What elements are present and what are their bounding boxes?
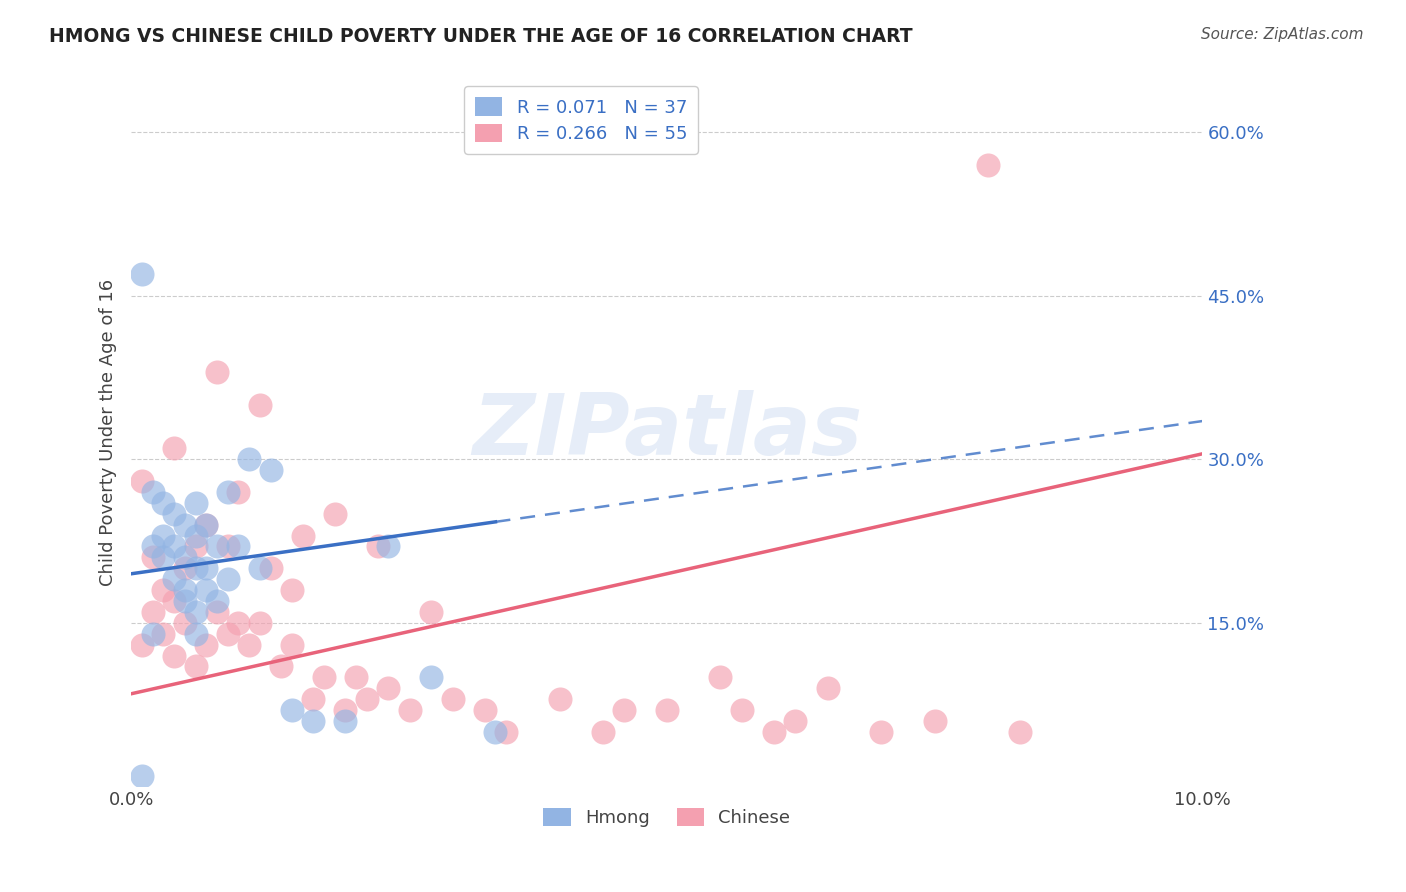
- Point: [142, 626, 165, 640]
- Point: [195, 517, 218, 532]
- Point: [367, 540, 389, 554]
- Point: [195, 583, 218, 598]
- Point: [152, 583, 174, 598]
- Point: [217, 540, 239, 554]
- Point: [205, 365, 228, 379]
- Point: [131, 474, 153, 488]
- Point: [420, 670, 443, 684]
- Point: [217, 485, 239, 500]
- Point: [184, 605, 207, 619]
- Point: [163, 594, 186, 608]
- Point: [152, 528, 174, 542]
- Point: [377, 540, 399, 554]
- Point: [291, 528, 314, 542]
- Point: [173, 594, 195, 608]
- Point: [281, 638, 304, 652]
- Point: [1010, 725, 1032, 739]
- Point: [205, 605, 228, 619]
- Point: [184, 561, 207, 575]
- Point: [173, 615, 195, 630]
- Point: [312, 670, 335, 684]
- Point: [195, 638, 218, 652]
- Point: [302, 692, 325, 706]
- Point: [323, 507, 346, 521]
- Point: [184, 540, 207, 554]
- Point: [613, 703, 636, 717]
- Point: [205, 594, 228, 608]
- Point: [398, 703, 420, 717]
- Point: [142, 605, 165, 619]
- Point: [131, 638, 153, 652]
- Point: [163, 442, 186, 456]
- Y-axis label: Child Poverty Under the Age of 16: Child Poverty Under the Age of 16: [100, 278, 117, 585]
- Point: [344, 670, 367, 684]
- Text: Source: ZipAtlas.com: Source: ZipAtlas.com: [1201, 27, 1364, 42]
- Point: [302, 714, 325, 728]
- Text: HMONG VS CHINESE CHILD POVERTY UNDER THE AGE OF 16 CORRELATION CHART: HMONG VS CHINESE CHILD POVERTY UNDER THE…: [49, 27, 912, 45]
- Point: [131, 768, 153, 782]
- Point: [495, 725, 517, 739]
- Point: [335, 703, 357, 717]
- Point: [163, 572, 186, 586]
- Point: [420, 605, 443, 619]
- Point: [205, 540, 228, 554]
- Point: [184, 496, 207, 510]
- Point: [173, 583, 195, 598]
- Point: [228, 540, 250, 554]
- Point: [249, 398, 271, 412]
- Point: [173, 550, 195, 565]
- Point: [152, 626, 174, 640]
- Point: [142, 540, 165, 554]
- Point: [217, 572, 239, 586]
- Point: [474, 703, 496, 717]
- Point: [184, 528, 207, 542]
- Point: [142, 550, 165, 565]
- Point: [249, 561, 271, 575]
- Point: [238, 638, 260, 652]
- Point: [228, 615, 250, 630]
- Point: [762, 725, 785, 739]
- Point: [184, 626, 207, 640]
- Point: [259, 561, 281, 575]
- Point: [548, 692, 571, 706]
- Point: [785, 714, 807, 728]
- Point: [152, 496, 174, 510]
- Point: [173, 517, 195, 532]
- Point: [484, 725, 506, 739]
- Point: [377, 681, 399, 696]
- Point: [356, 692, 378, 706]
- Point: [924, 714, 946, 728]
- Legend: Hmong, Chinese: Hmong, Chinese: [536, 800, 797, 834]
- Point: [592, 725, 614, 739]
- Point: [142, 485, 165, 500]
- Point: [281, 703, 304, 717]
- Point: [655, 703, 678, 717]
- Point: [195, 561, 218, 575]
- Point: [709, 670, 731, 684]
- Point: [441, 692, 464, 706]
- Point: [152, 550, 174, 565]
- Point: [238, 452, 260, 467]
- Point: [173, 561, 195, 575]
- Point: [195, 517, 218, 532]
- Point: [977, 158, 1000, 172]
- Point: [731, 703, 754, 717]
- Point: [131, 267, 153, 281]
- Text: ZIPatlas: ZIPatlas: [472, 391, 862, 474]
- Point: [249, 615, 271, 630]
- Point: [270, 659, 292, 673]
- Point: [335, 714, 357, 728]
- Point: [281, 583, 304, 598]
- Point: [217, 626, 239, 640]
- Point: [228, 485, 250, 500]
- Point: [870, 725, 893, 739]
- Point: [163, 648, 186, 663]
- Point: [163, 507, 186, 521]
- Point: [184, 659, 207, 673]
- Point: [259, 463, 281, 477]
- Point: [163, 540, 186, 554]
- Point: [817, 681, 839, 696]
